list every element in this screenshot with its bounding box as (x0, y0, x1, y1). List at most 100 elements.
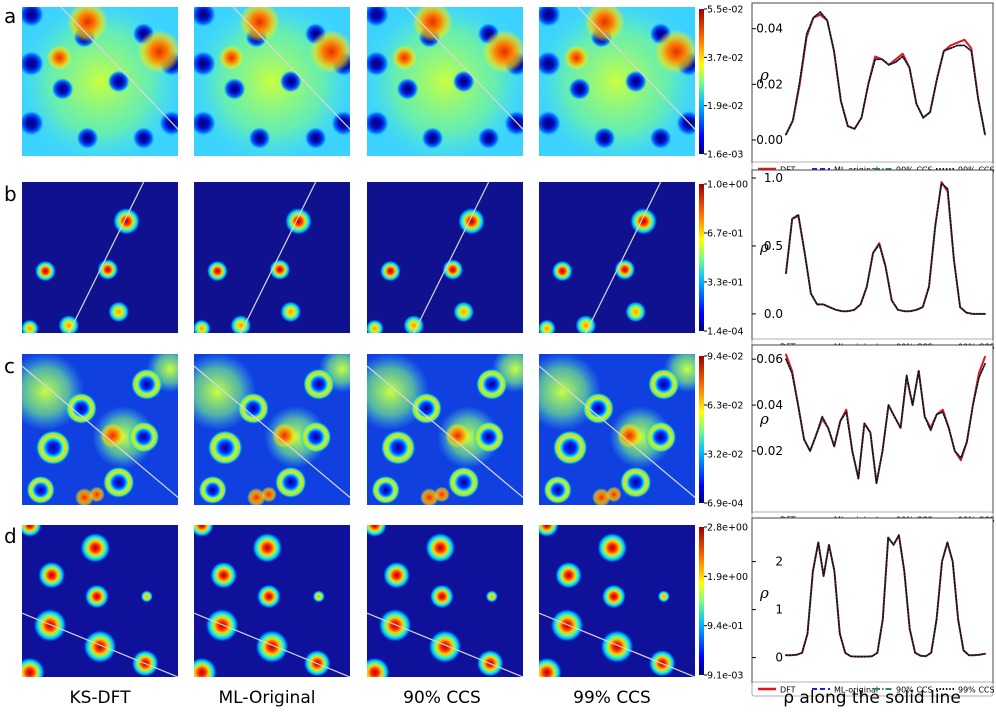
density-blob (218, 45, 244, 71)
density-blob (421, 127, 444, 150)
profile-line (194, 612, 350, 677)
density-blob (32, 608, 68, 643)
density-blob (649, 127, 672, 150)
density-blob (539, 7, 561, 27)
density-blob (304, 127, 327, 150)
density-blob (137, 29, 178, 74)
col-label-ml-original: ML-Original (218, 688, 316, 708)
density-blob (194, 656, 218, 677)
heatmap-panel (194, 7, 350, 156)
y-tick-label: 0.02 (756, 77, 783, 91)
line-chart: 0.0 0.5 1.0 ρ (751, 169, 994, 341)
density-blob (279, 70, 302, 93)
density-blob (452, 300, 475, 323)
density-blob (477, 127, 500, 150)
profile-line (60, 7, 178, 130)
line-chart: 0.02 0.04 0.06 ρ (751, 344, 994, 514)
colorbar-tick-label: 1.9e+00 (707, 572, 748, 583)
y-tick-label: 0.0 (764, 307, 783, 321)
y-tick-label: 0.5 (764, 239, 783, 253)
profile-line (22, 612, 178, 677)
density-blob (331, 110, 350, 136)
density-blob (206, 260, 229, 283)
density-blob (620, 466, 652, 498)
heatmap-panel (22, 7, 178, 156)
density-blob (75, 488, 94, 505)
line-chart: 0 1 2 ρ (751, 517, 994, 684)
heatmap-panel (194, 182, 350, 333)
density-blob (367, 110, 389, 136)
density-blob (599, 629, 635, 664)
density-blob (79, 532, 111, 564)
density-blob (568, 78, 591, 100)
y-axis-label: ρ (759, 410, 769, 428)
legend-frame (751, 681, 994, 697)
profile-line (22, 365, 178, 498)
density-blob (624, 70, 647, 93)
density-blob (382, 561, 411, 590)
y-tick-label: 0.00 (756, 133, 783, 147)
density-blob (65, 392, 97, 424)
density-blob (676, 110, 695, 136)
density-blob (457, 207, 486, 236)
density-blob (239, 7, 280, 43)
density-blob (485, 590, 499, 603)
colorbar-tick-label: 9.1e-03 (707, 671, 743, 682)
density-blob (402, 314, 425, 333)
profile-line (367, 365, 523, 498)
density-blob (229, 314, 252, 333)
density-blob (596, 532, 628, 564)
colorbar-tick-label: 3.7e-02 (707, 53, 743, 64)
density-blob (539, 110, 561, 136)
density-blob (367, 319, 385, 333)
density-blob (89, 486, 105, 503)
heatmap-panel (194, 525, 350, 677)
density-blob (379, 260, 402, 283)
line-chart: 0.00 0.02 0.04 ρ (751, 2, 994, 164)
profile-line (405, 7, 523, 130)
profile-line (232, 7, 350, 130)
density-blob (574, 314, 597, 333)
density-blob (22, 525, 43, 538)
colorbar: 2.8e+00 1.9e+00 9.4e-01 9.1e-03 (699, 523, 748, 682)
heatmap-panel (539, 7, 695, 156)
colorbar-tick-label: 1.9e-02 (707, 101, 743, 112)
density-blob (51, 78, 74, 100)
heatmap-panel (539, 182, 695, 333)
heatmap-background (539, 182, 695, 333)
density-blob (554, 561, 583, 590)
series-line-ccs99 (785, 11, 986, 136)
colorbar-tick-label: 5.5e-02 (707, 5, 743, 16)
density-blob (57, 314, 80, 333)
density-blob (563, 45, 589, 71)
heatmap-panel (539, 354, 695, 505)
colorbar: 9.4e-02 6.3e-02 3.2e-02 6.9e-04 (699, 352, 743, 510)
density-blob (159, 110, 178, 136)
series-line-ccs99 (785, 182, 986, 315)
density-blob (223, 78, 246, 100)
row-letter-b: b (4, 182, 17, 206)
profile-line (539, 365, 695, 498)
density-blob (100, 423, 125, 449)
density-blob (592, 488, 611, 505)
profile-line (68, 182, 145, 333)
density-blob (543, 475, 572, 504)
density-blob (22, 7, 44, 27)
col-label-90-ccs: 90% CCS (403, 688, 481, 708)
col-label-ks-dft: KS-DFT (69, 688, 131, 708)
colorbar-tick-label: 1.4e-04 (707, 327, 743, 338)
density-blob (551, 260, 574, 283)
heatmap-background (367, 182, 523, 333)
profile-line (577, 7, 695, 130)
density-blob (309, 29, 350, 74)
density-blob (247, 488, 266, 505)
density-blob (284, 207, 313, 236)
heatmap-panel (367, 354, 523, 505)
colorbar-gradient (699, 527, 704, 675)
density-blob (237, 392, 269, 424)
density-blob (617, 423, 642, 449)
density-blob (209, 561, 238, 590)
y-tick-label: 1 (775, 603, 783, 617)
heatmap-panel (367, 7, 523, 156)
legend-label: ML-original (834, 686, 878, 695)
